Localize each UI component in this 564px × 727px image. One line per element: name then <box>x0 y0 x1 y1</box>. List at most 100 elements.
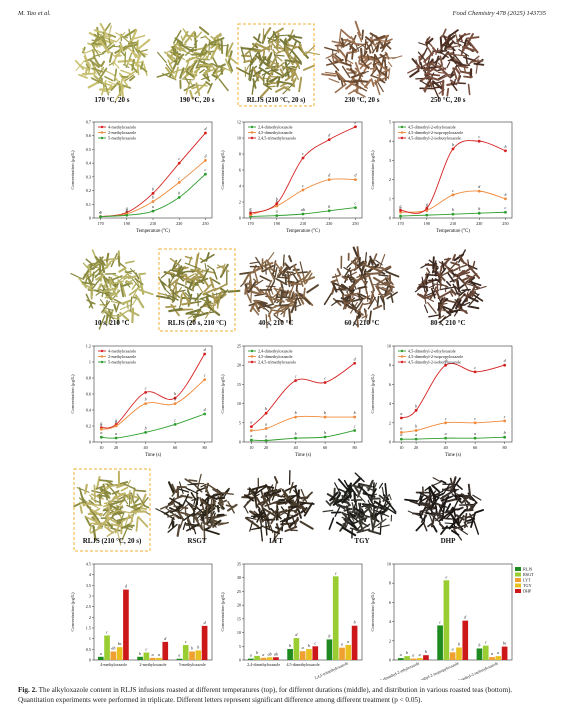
tea-leaf <box>385 499 397 513</box>
tea-leaf <box>432 283 447 287</box>
tea-leaf <box>105 299 108 308</box>
tea-leaf <box>447 40 455 48</box>
data-point <box>399 210 402 214</box>
tea-leaf <box>463 75 472 79</box>
significance-letter: c <box>474 416 476 421</box>
data-point <box>114 436 118 440</box>
tea-leaf <box>357 261 364 268</box>
data-point <box>451 212 455 216</box>
data-point <box>354 178 357 182</box>
tea-leaf <box>259 45 272 53</box>
tea-leaf <box>119 43 124 51</box>
tea-leaf <box>333 282 347 290</box>
tea-leaf <box>203 525 206 541</box>
tea-leaf <box>224 58 233 74</box>
tea-leaf <box>165 305 177 309</box>
tea-leaf <box>263 525 272 528</box>
tea-leaf <box>183 70 194 79</box>
tea-leaf <box>260 303 275 308</box>
tea-leaf <box>426 72 435 87</box>
tea-leaf <box>99 39 110 54</box>
tea-leaf <box>268 491 277 497</box>
significance-letter: a <box>400 205 402 210</box>
tea-leaf <box>209 276 215 289</box>
tea-leaf <box>171 483 177 493</box>
y-tick-label: 4 <box>239 184 242 189</box>
tea-leaf <box>276 55 283 62</box>
tea-leaf <box>431 500 441 506</box>
legend-label: 4,5-dimethyl-2-ethyloxazole <box>408 349 456 355</box>
x-tick-label: 250 <box>502 221 508 226</box>
tea-leaf <box>78 497 88 505</box>
legend-marker <box>100 360 104 364</box>
tea-leaf <box>455 514 465 521</box>
significance-letter: a <box>152 204 154 209</box>
tea-leaf <box>193 515 203 530</box>
y-tick-label: 3 <box>389 158 391 163</box>
tea-leaf <box>454 66 461 75</box>
tea-leaf <box>384 483 388 496</box>
photo-label: RSGT <box>187 537 206 545</box>
tea-leaf <box>334 83 347 94</box>
tea-leaf <box>457 74 461 84</box>
tea-leaf <box>445 51 455 56</box>
tea-leaf <box>182 291 191 305</box>
data-point <box>204 172 207 176</box>
tea-leaf <box>354 61 361 76</box>
tea-leaf <box>273 475 279 484</box>
tea-leaf <box>249 261 260 265</box>
tea-leaf <box>388 493 392 501</box>
tea-leaf <box>185 500 193 509</box>
significance-letter: a <box>178 653 180 658</box>
tea-leaf <box>241 47 257 51</box>
bar <box>137 656 143 660</box>
tea-leaf <box>179 518 184 529</box>
significance-letter: d <box>204 407 207 412</box>
tea-leaf <box>120 486 129 492</box>
caption: Fig. 2. The alkyloxazole content in RLJS… <box>18 686 548 705</box>
tea-leaf <box>119 73 129 87</box>
significance-letter: a <box>302 645 304 650</box>
tea-leaf <box>219 263 229 278</box>
data-point <box>99 215 102 219</box>
significance-letter: b <box>152 195 154 200</box>
legend-label: 4,5-dimethyl-2-isobutyloxazole <box>408 360 461 366</box>
legend-label: RSGT <box>523 572 534 577</box>
legend-marker <box>400 136 404 140</box>
legend-marker <box>100 131 104 134</box>
tea-leaf <box>364 79 372 88</box>
photo-label: 60 s, 210 °C <box>344 319 379 327</box>
tea-leaf <box>78 73 88 79</box>
tea-leaf <box>82 48 88 61</box>
y-tick-label: 0 <box>239 658 241 663</box>
highlight-box <box>158 248 236 332</box>
tea-leaf <box>459 288 469 296</box>
tea-leaf <box>185 522 197 526</box>
tea-leaf <box>190 268 204 273</box>
y-tick-label: 6 <box>389 600 391 605</box>
tea-leaf <box>452 67 458 80</box>
tea-leaf <box>385 44 392 50</box>
y-axis-label: Concentration (μg/L) <box>70 150 75 190</box>
tea-leaf <box>78 487 84 499</box>
tea-leaf <box>88 507 99 521</box>
legend-label: 2,4,5-trimethyloxazole <box>258 136 296 142</box>
tea-leaf <box>85 48 96 54</box>
tea-leaf <box>255 259 268 271</box>
tea-leaf <box>272 508 279 514</box>
x-tick-label: 170 <box>397 221 403 226</box>
tea-leaf <box>167 481 175 494</box>
tea-leaf <box>280 289 288 294</box>
tea-leaf <box>112 53 118 66</box>
tea-leaf <box>93 256 104 266</box>
data-point <box>173 396 177 400</box>
tea-leaf <box>275 527 283 534</box>
tea-leaf <box>195 269 206 279</box>
tea-leaf <box>373 53 384 68</box>
tea-leaf <box>343 80 359 83</box>
significance-letter: ab <box>274 651 278 656</box>
significance-letter: d <box>125 584 128 589</box>
tea-leaf <box>271 272 276 279</box>
tea-leaf <box>348 512 355 522</box>
tea-leaf <box>432 84 440 99</box>
